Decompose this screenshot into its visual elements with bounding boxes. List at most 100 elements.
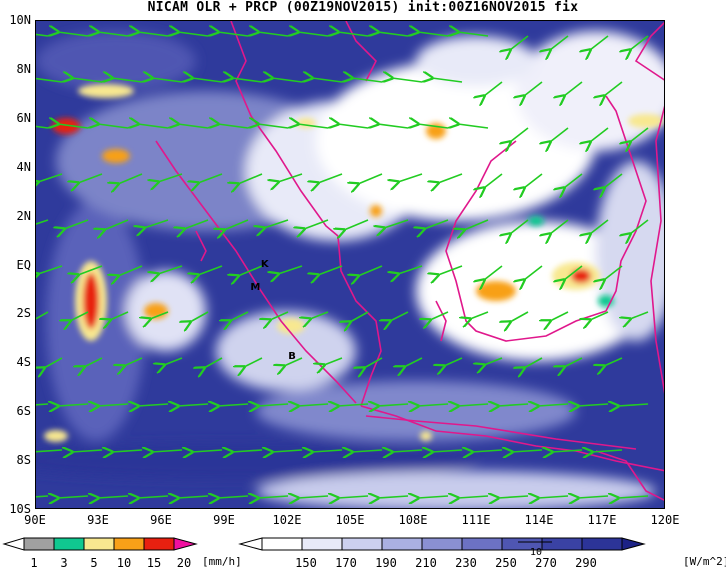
lon-tick-label: 120E	[650, 513, 680, 527]
wind-arrow	[578, 496, 609, 498]
wind-arrow	[218, 124, 249, 128]
wind-arrow	[298, 32, 329, 36]
wind-arrow	[318, 173, 343, 183]
wind-arrow	[510, 311, 529, 322]
wind-arrow	[384, 219, 409, 228]
wind-arrow	[112, 78, 143, 82]
wind-arrow	[36, 495, 49, 498]
wind-arrow	[590, 219, 609, 234]
wind-arrow	[284, 357, 303, 366]
wind-arrow	[298, 124, 329, 128]
precip-colorbar-swatch	[83, 537, 115, 551]
precip-tick-label: 5	[90, 556, 98, 570]
precipitation-field	[44, 84, 664, 442]
olr-colorbar-min-triangle	[238, 537, 263, 551]
lon-tick-label: 102E	[272, 513, 302, 527]
wind-arrow	[238, 173, 263, 184]
wind-arrow	[138, 124, 169, 128]
wind-arrow	[538, 404, 569, 406]
wind-arrow	[590, 127, 609, 142]
wind-arrow	[630, 35, 649, 50]
wind-arrow	[164, 357, 183, 365]
wind-arrow	[470, 311, 489, 319]
wind-arrow	[264, 219, 289, 228]
wind-arrow	[604, 265, 623, 280]
lat-tick-label: 6S	[16, 404, 31, 419]
olr-tick-label: 190	[375, 556, 397, 570]
lon-tick-label: 105E	[335, 513, 365, 527]
wind-arrow	[198, 265, 223, 275]
wind-vectors	[36, 32, 649, 498]
wind-arrow	[498, 496, 529, 498]
olr-tick-label: 230	[455, 556, 477, 570]
wind-arrow	[190, 311, 209, 322]
wind-arrow	[364, 357, 383, 368]
olr-tick-label: 250	[495, 556, 517, 570]
wind-arrow	[318, 265, 343, 275]
wind-arrow	[98, 404, 129, 406]
wind-arrow	[510, 35, 529, 50]
wind-arrow	[192, 78, 223, 82]
wind-arrow	[218, 404, 249, 406]
wind-arrow	[438, 265, 463, 275]
wind-arrow	[524, 265, 543, 280]
wind-arrow	[552, 450, 583, 452]
wind-arrow	[70, 311, 89, 321]
precip-colorbar-swatch	[113, 537, 145, 551]
wind-arrow	[118, 265, 143, 276]
wind-arrow	[458, 404, 489, 406]
wind-arrow	[618, 404, 649, 406]
wind-arrow	[352, 450, 383, 452]
olr-colorbar-swatch	[541, 537, 583, 551]
wind-arrow	[564, 81, 583, 96]
olr-unit: [W/m^2]	[683, 555, 726, 568]
wind-arrow	[324, 357, 343, 365]
colorbars	[2, 537, 646, 551]
lat-tick-label: 8S	[16, 453, 31, 468]
wind-arrow	[432, 450, 463, 452]
wind-arrow	[378, 32, 409, 36]
olr-tick-label: 210	[415, 556, 437, 570]
precip-colorbar-swatch	[23, 537, 55, 551]
olr-colorbar-swatch	[261, 537, 303, 551]
wind-arrow	[278, 173, 303, 182]
wind-arrow	[344, 219, 369, 230]
lon-tick-label: 93E	[87, 513, 109, 527]
wind-arrow	[218, 496, 249, 498]
wind-arrow	[590, 311, 609, 320]
wind-arrow	[378, 496, 409, 498]
wind-arrow	[84, 357, 103, 367]
map-canvas	[36, 21, 664, 508]
olr-colorbar-swatch	[341, 537, 383, 551]
wind-arrow	[258, 124, 289, 128]
wind-arrow	[524, 357, 543, 368]
wind-arrow	[312, 78, 343, 82]
wind-arrow	[178, 124, 209, 128]
wind-arrow	[458, 496, 489, 498]
wind-arrow	[564, 357, 583, 367]
wind-arrow	[338, 124, 369, 128]
wind-arrow	[564, 173, 583, 188]
wind-arrow	[178, 32, 209, 36]
wind-arrow	[438, 173, 463, 183]
olr-tick-label: 270	[535, 556, 557, 570]
wind-arrow	[630, 219, 649, 234]
wind-arrow	[524, 81, 543, 96]
wind-arrow	[550, 35, 569, 50]
wind-arrow	[458, 32, 489, 36]
wind-arrow	[184, 219, 209, 229]
wind-arrow	[618, 496, 649, 498]
wind-arrow	[150, 311, 169, 319]
wind-arrow	[338, 496, 369, 498]
wind-arrow	[224, 219, 249, 230]
wind-arrow	[304, 219, 329, 229]
wind-arrow	[418, 32, 449, 36]
wind-arrow	[604, 81, 623, 96]
wind-arrow	[398, 265, 423, 274]
lat-tick-label: 2N	[16, 208, 31, 223]
wind-arrow	[432, 78, 463, 82]
olr-colorbar-swatch	[581, 537, 623, 551]
wind-arrow	[98, 32, 129, 36]
precip-tick-label: 15	[146, 556, 162, 570]
wind-arrow	[510, 219, 529, 234]
